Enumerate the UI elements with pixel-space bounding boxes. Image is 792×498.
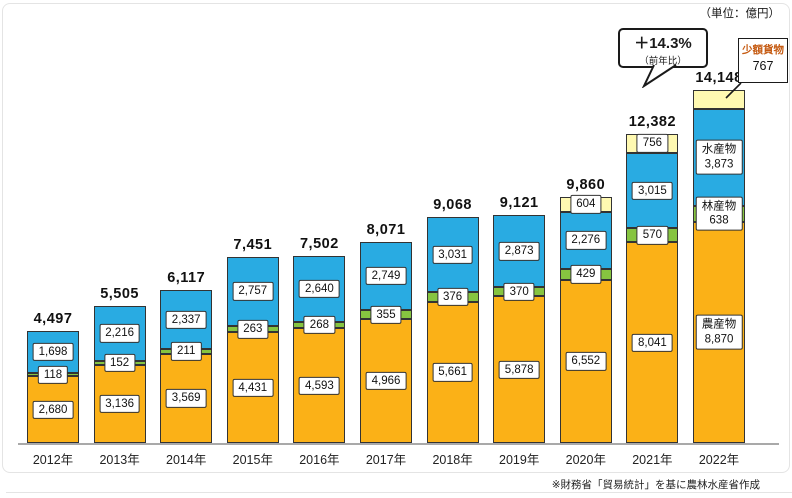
segment-value-label: 152 bbox=[104, 353, 136, 373]
x-axis-tick-label: 2018年 bbox=[432, 453, 473, 467]
bar-total-label: 9,121 bbox=[499, 195, 539, 212]
bar-total-label: 8,071 bbox=[366, 221, 406, 238]
x-axis-tick-label: 2022年 bbox=[698, 453, 740, 467]
page-bottom-edge bbox=[6, 492, 792, 493]
segment-value-label: 4,431 bbox=[232, 378, 274, 397]
segment-value-label: 2,680 bbox=[32, 400, 74, 419]
segment-value-label: 3,015 bbox=[632, 181, 673, 200]
chart-frame-border bbox=[2, 3, 790, 473]
segment-value-label: 6,552 bbox=[565, 352, 607, 371]
bar-total-label: 14,148 bbox=[695, 70, 743, 86]
x-axis-tick-label: 2017年 bbox=[365, 453, 407, 467]
segment-value-label: 263 bbox=[237, 319, 269, 339]
segment-value-label: 2,757 bbox=[232, 282, 274, 301]
segment-value-label: 5,661 bbox=[432, 363, 473, 382]
x-axis-tick-label: 2019年 bbox=[499, 453, 540, 467]
bar-total-label: 5,505 bbox=[100, 285, 139, 302]
segment-value-label: 370 bbox=[503, 282, 535, 301]
segment-value-label: 211 bbox=[171, 342, 202, 361]
segment-value-label: 4,593 bbox=[299, 376, 340, 395]
segment-value-label: 2,276 bbox=[565, 231, 607, 250]
segment-value: 8,870 bbox=[704, 333, 734, 346]
segment-value-label: 429 bbox=[570, 264, 602, 284]
x-axis-line bbox=[18, 443, 779, 445]
growth-callout-tail bbox=[641, 64, 677, 88]
segment-value-label: 3,569 bbox=[165, 389, 207, 408]
segment-value-label: 2,873 bbox=[498, 242, 540, 261]
segment-value-label: 水産物 3,873 bbox=[695, 140, 743, 175]
unit-label: （単位：億円） bbox=[699, 8, 781, 20]
bar-total-label: 9,860 bbox=[566, 176, 606, 193]
x-axis-tick-label: 2021年 bbox=[632, 453, 673, 467]
segment-value-label: 355 bbox=[370, 305, 402, 324]
segment-value-label: 376 bbox=[437, 287, 469, 307]
source-note: ※財務省「貿易統計」を基に農林水産省作成 bbox=[551, 479, 760, 491]
segment-series-name: 林産物 bbox=[701, 200, 737, 213]
growth-sub-label: （前年比） bbox=[639, 56, 687, 67]
segment-series-name: 水産物 bbox=[701, 144, 737, 157]
growth-callout: ＋14.3% （前年比） bbox=[618, 28, 708, 68]
bar-segment-少額貨物-2022年 bbox=[693, 90, 745, 110]
x-axis-tick-label: 2012年 bbox=[32, 453, 74, 467]
x-axis-tick-label: 2020年 bbox=[565, 453, 606, 467]
bar-total-label: 6,117 bbox=[167, 270, 206, 287]
small-cargo-title: 少額貨物 bbox=[742, 44, 784, 56]
segment-value-label: 林産物 638 bbox=[695, 196, 743, 232]
segment-value-label: 2,749 bbox=[365, 266, 407, 286]
segment-value-label: 5,878 bbox=[498, 360, 540, 379]
segment-value-label: 農産物 8,870 bbox=[695, 314, 743, 350]
x-axis-tick-label: 2015年 bbox=[232, 453, 273, 467]
segment-value-label: 604 bbox=[570, 195, 602, 214]
segment-value: 3,873 bbox=[704, 158, 734, 171]
x-axis-tick-label: 2013年 bbox=[99, 453, 140, 467]
x-axis-tick-label: 2014年 bbox=[166, 453, 207, 467]
segment-value-label: 2,216 bbox=[99, 324, 140, 343]
segment-value-label: 1,698 bbox=[32, 342, 74, 362]
segment-value: 638 bbox=[709, 214, 729, 227]
segment-value-label: 118 bbox=[37, 365, 69, 384]
segment-value-label: 570 bbox=[636, 226, 668, 245]
segment-value-label: 756 bbox=[636, 134, 668, 153]
bar-total-label: 9,068 bbox=[433, 196, 472, 213]
segment-value-label: 3,136 bbox=[99, 394, 140, 414]
growth-value: ＋14.3% bbox=[634, 35, 692, 52]
segment-value-label: 2,337 bbox=[165, 310, 207, 329]
segment-series-name: 農産物 bbox=[701, 318, 737, 331]
bar-total-label: 7,502 bbox=[299, 235, 339, 252]
small-cargo-callout: 少額貨物 767 bbox=[738, 38, 788, 83]
segment-value-label: 2,640 bbox=[299, 279, 340, 298]
segment-value-label: 4,966 bbox=[365, 371, 407, 391]
x-axis-tick-label: 2016年 bbox=[299, 453, 340, 467]
bar-total-label: 12,382 bbox=[628, 114, 677, 131]
bar-total-label: 4,497 bbox=[33, 310, 73, 327]
segment-value-label: 3,031 bbox=[432, 245, 473, 264]
bar-total-label: 7,451 bbox=[233, 237, 273, 254]
segment-value-label: 8,041 bbox=[632, 333, 673, 352]
small-cargo-value: 767 bbox=[752, 59, 774, 73]
segment-value-label: 268 bbox=[303, 315, 335, 335]
